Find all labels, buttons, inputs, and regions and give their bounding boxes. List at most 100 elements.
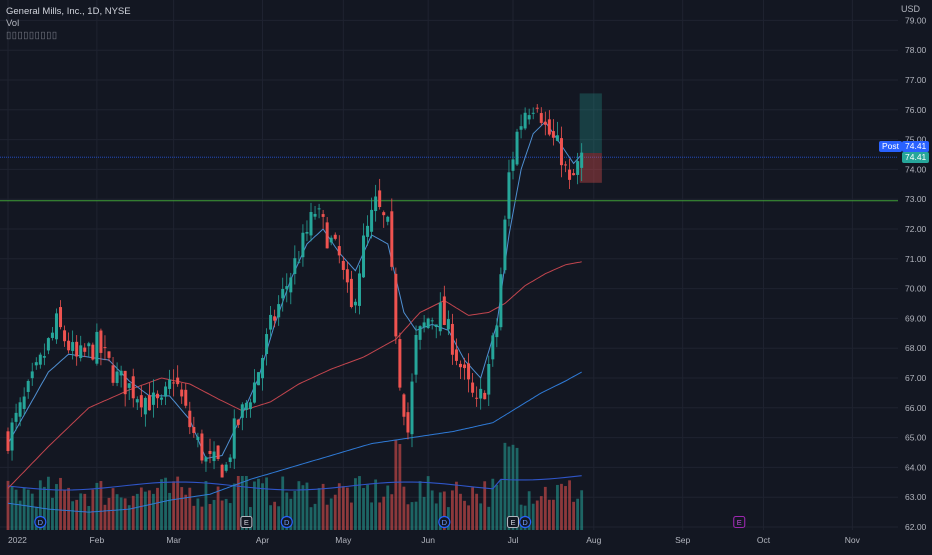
candle [220,464,224,478]
x-tick-label: Aug [586,535,601,545]
candle [317,208,321,210]
volume-bar [362,488,365,530]
event-marker-label: E [510,518,515,527]
x-tick-label: Oct [757,535,771,545]
candle [446,319,450,330]
y-tick-label: 62.00 [905,522,927,532]
candle [293,258,297,274]
volume-bar [479,503,483,530]
candle [418,326,422,340]
volume-bar [273,501,277,530]
candle [366,225,370,237]
candle [10,422,14,451]
volume-bar [67,487,70,530]
earnings-marker [506,515,520,529]
grid-lines [0,0,898,530]
volume-bar [152,493,155,530]
candle [277,304,281,318]
volume-label[interactable]: Vol [6,18,20,29]
x-tick-label: Sep [675,535,690,545]
volume-bar [564,486,567,530]
volume-bar [55,484,58,530]
candle [6,431,10,452]
candle [487,364,491,395]
candle [180,389,184,397]
y-tick-label: 63.00 [905,492,927,502]
candle [119,370,123,376]
y-tick-label: 64.00 [905,462,927,472]
event-marker-label: D [442,518,448,527]
volume-bar [455,481,458,530]
candle [527,115,531,120]
candle [353,301,357,306]
volume-bar [160,479,163,530]
volume-bar [143,491,147,530]
candle [576,161,580,175]
volume-bar [91,489,95,530]
candle [349,278,353,308]
volume-bar [176,476,180,530]
candle [337,246,341,256]
volume-bar [47,476,50,530]
candle [164,386,168,397]
candle [172,382,176,384]
y-tick-label: 76.00 [905,105,927,115]
volume-bar [487,506,491,530]
volume-bar [38,480,42,530]
volume-bar [119,497,123,530]
candle [503,219,507,271]
candle [103,347,107,349]
volume-bar [535,500,539,530]
volume-bar [188,487,192,530]
candle [236,419,240,425]
volume-bar [212,499,216,530]
volume-bar [168,492,171,530]
candle [232,418,236,459]
volume-value: ▯▯▯▯▯▯▯▯▯ [6,30,58,41]
volume-bar [172,481,176,530]
candle [289,277,293,293]
x-tick-label: Nov [845,535,861,545]
volume-bar [261,483,264,530]
volume-bar [51,497,54,530]
volume-bar [350,502,353,530]
candle [458,363,462,368]
volume-bar [511,444,515,530]
volume-bar [333,494,337,530]
y-tick-label: 74.00 [905,164,927,174]
candle [281,289,285,299]
candle [71,342,75,351]
y-tick-label: 68.00 [905,343,927,353]
candle [580,152,584,168]
volume-bar [358,476,361,530]
volume-bar [196,498,200,530]
volume-bar [422,496,426,530]
y-tick-label: 69.00 [905,313,927,323]
dividend-marker [438,515,451,529]
volume-bar [71,501,75,530]
volume-bar [123,498,127,530]
candle [147,395,151,411]
volume-bar [374,479,378,530]
candle [345,269,349,283]
symbol-title[interactable]: General Mills, Inc., 1D, NYSE [6,6,131,17]
volume-bar [135,493,139,530]
y-tick-label: 79.00 [905,15,927,25]
volume-bar [572,501,575,530]
volume-bar [576,498,580,530]
moving-average-long [7,371,582,513]
volume-bar [14,489,18,530]
candle [26,380,30,392]
candle [357,273,361,306]
volume-bar [325,504,329,530]
candle [398,339,402,388]
currency-label[interactable]: USD [900,4,920,14]
volume-bar [451,490,454,530]
y-tick-label: 75.00 [905,135,927,145]
volume-bar [265,477,268,530]
volume-bar [345,487,349,530]
post-price-tag: 74.41 [902,141,930,152]
candle [341,260,345,270]
